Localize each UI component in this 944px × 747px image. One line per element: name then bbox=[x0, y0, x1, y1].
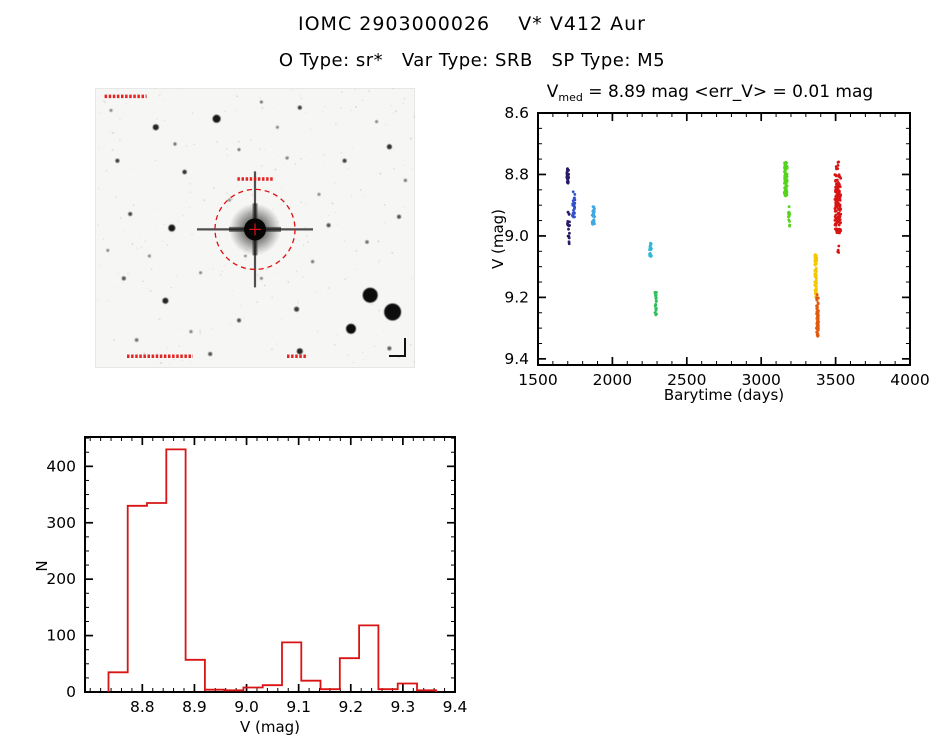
svg-text:8.9: 8.9 bbox=[182, 698, 207, 716]
svg-text:8.6: 8.6 bbox=[504, 104, 529, 122]
svg-text:3000: 3000 bbox=[741, 371, 780, 389]
lc-title-subscript: med bbox=[558, 91, 583, 104]
light-curve-title: Vmed = 8.89 mag <err_V> = 0.01 mag bbox=[490, 82, 930, 104]
lc-title-rest: = 8.89 mag <err_V> = 0.01 mag bbox=[582, 82, 874, 102]
svg-text:0: 0 bbox=[66, 683, 76, 701]
histogram-plot: 8.8 8.9 9.0 9.1 9.2 9.3 9.4 0 100 200 300 400 bbox=[46, 436, 468, 716]
svg-text:9.2: 9.2 bbox=[338, 698, 363, 716]
svg-text:9.0: 9.0 bbox=[504, 227, 529, 245]
svg-text:3500: 3500 bbox=[816, 371, 855, 389]
svg-text:8.8: 8.8 bbox=[504, 165, 529, 183]
finder-image bbox=[95, 88, 415, 368]
svg-text:9.4: 9.4 bbox=[504, 350, 529, 368]
svg-text:2500: 2500 bbox=[667, 371, 706, 389]
svg-text:300: 300 bbox=[46, 514, 76, 532]
svg-text:200: 200 bbox=[46, 570, 76, 588]
lc-title-base: V bbox=[546, 82, 559, 102]
svg-text:100: 100 bbox=[46, 627, 76, 645]
svg-text:8.8: 8.8 bbox=[130, 698, 155, 716]
page-subtitle: O Type: sr* Var Type: SRB SP Type: M5 bbox=[278, 50, 666, 71]
svg-text:9.3: 9.3 bbox=[391, 698, 416, 716]
light-curve-plot: 1500 2000 2500 3000 3500 4000 8.6 8.8 9.0 9.2 9.4 bbox=[504, 104, 929, 389]
svg-text:1500: 1500 bbox=[518, 371, 557, 389]
svg-text:9.4: 9.4 bbox=[443, 698, 468, 716]
svg-text:9.0: 9.0 bbox=[234, 698, 259, 716]
svg-text:4000: 4000 bbox=[890, 371, 929, 389]
svg-text:9.1: 9.1 bbox=[286, 698, 311, 716]
svg-text:2000: 2000 bbox=[593, 371, 632, 389]
histogram-x-axis-label: V (mag) bbox=[239, 718, 301, 736]
svg-text:400: 400 bbox=[46, 457, 76, 475]
svg-text:9.2: 9.2 bbox=[504, 288, 529, 306]
light-curve-x-axis-label: Barytime (days) bbox=[663, 386, 785, 404]
page-title: IOMC 2903000026 V* V412 Aur bbox=[298, 13, 646, 35]
